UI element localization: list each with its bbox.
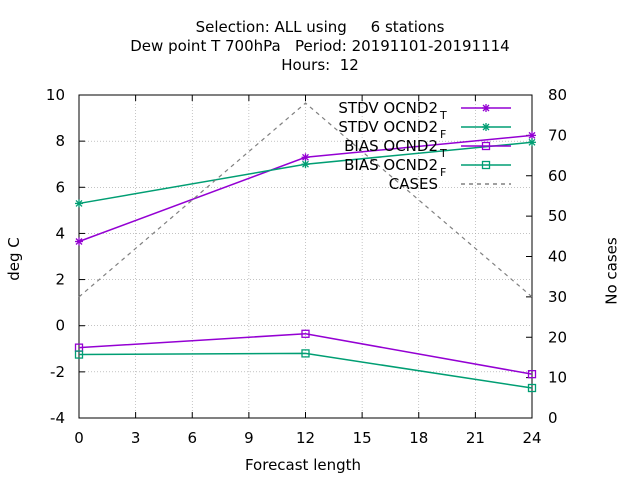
axes: 0 3 6 9 12 15 18 21 24-4-20246810010203040506070…: [46, 86, 567, 447]
star-marker-stroke: [528, 131, 536, 139]
legend-label-0: STDV OCND2: [338, 99, 438, 117]
x-axis-label: Forecast length: [244, 456, 362, 474]
y2-tick-label: 10: [548, 369, 567, 387]
square-marker: [301, 349, 310, 358]
x-tick-label: 3: [131, 429, 141, 447]
x-tick-label: 21: [466, 429, 485, 447]
y-tick-label: 0: [55, 317, 65, 335]
series-line-4: [78, 102, 533, 298]
legend-subscript-1: F: [440, 128, 446, 141]
x-tick-label: 15: [353, 429, 372, 447]
star-marker-stroke: [75, 199, 83, 207]
y2-tick-label: 20: [548, 328, 567, 346]
series-line-3: [78, 352, 533, 389]
y2-tick-label: 50: [548, 207, 567, 225]
square-marker: [481, 160, 491, 170]
y-tick-label: -2: [50, 363, 65, 381]
y2-tick-label: 60: [548, 167, 567, 185]
chart-title-line-2: Dew point T 700hPa Period: 20191101-2019…: [130, 37, 510, 55]
star-marker: [482, 123, 490, 131]
y2-tick-label: 80: [548, 86, 567, 104]
y2-tick-label: 0: [548, 409, 558, 427]
square-marker: [527, 370, 537, 379]
x-tick-label: 24: [522, 429, 541, 447]
star-marker-stroke: [75, 238, 83, 245]
legend-subscript-3: F: [440, 166, 446, 179]
y-tick-label: 10: [46, 86, 65, 104]
star-marker-stroke: [302, 160, 309, 168]
grid-lines: [79, 95, 532, 418]
star-marker: [528, 138, 536, 147]
square-marker: [301, 329, 310, 338]
series-group: [74, 102, 537, 393]
x-tick-label: 18: [409, 429, 428, 447]
y-tick-label: -4: [50, 409, 65, 427]
x-tick-label: 6: [187, 429, 197, 447]
square-marker: [481, 141, 491, 151]
star-marker: [75, 199, 83, 208]
y-tick-label: 4: [55, 224, 65, 242]
y-tick-label: 8: [55, 132, 65, 150]
x-tick-label: 0: [74, 429, 84, 447]
star-marker: [301, 153, 310, 162]
star-marker: [75, 237, 83, 246]
star-marker-stroke: [482, 123, 490, 131]
star-marker-stroke: [528, 138, 536, 146]
star-marker: [301, 160, 310, 169]
legend-subscript-0: T: [439, 109, 447, 122]
square-marker: [527, 383, 537, 393]
legend-label-1: STDV OCND2: [338, 118, 438, 136]
x-tick-label: 12: [296, 429, 315, 447]
y-tick-label: 6: [55, 178, 65, 196]
legend-label-3: BIAS OCND2: [344, 156, 438, 174]
x-tick-label: 9: [244, 429, 254, 447]
star-marker: [528, 131, 536, 140]
y2-tick-label: 30: [548, 288, 567, 306]
legend-label-4: CASES: [389, 175, 438, 193]
chart-title-line-1: Selection: ALL using 6 stations: [195, 18, 445, 36]
star-marker-stroke: [302, 153, 309, 161]
y2-axis-label: No cases: [602, 237, 621, 305]
y-tick-label: 2: [55, 271, 65, 289]
star-marker-stroke: [482, 104, 490, 112]
square-marker: [74, 350, 84, 359]
star-marker: [482, 104, 490, 112]
y2-tick-label: 70: [548, 126, 567, 144]
chart-title-line-3: Hours: 12: [281, 56, 359, 74]
y-axis-label: deg C: [4, 237, 23, 281]
legend-label-2: BIAS OCND2: [344, 137, 438, 155]
legend-subscript-2: T: [439, 147, 447, 160]
y2-tick-label: 40: [548, 248, 567, 266]
series-line-2: [78, 333, 533, 375]
